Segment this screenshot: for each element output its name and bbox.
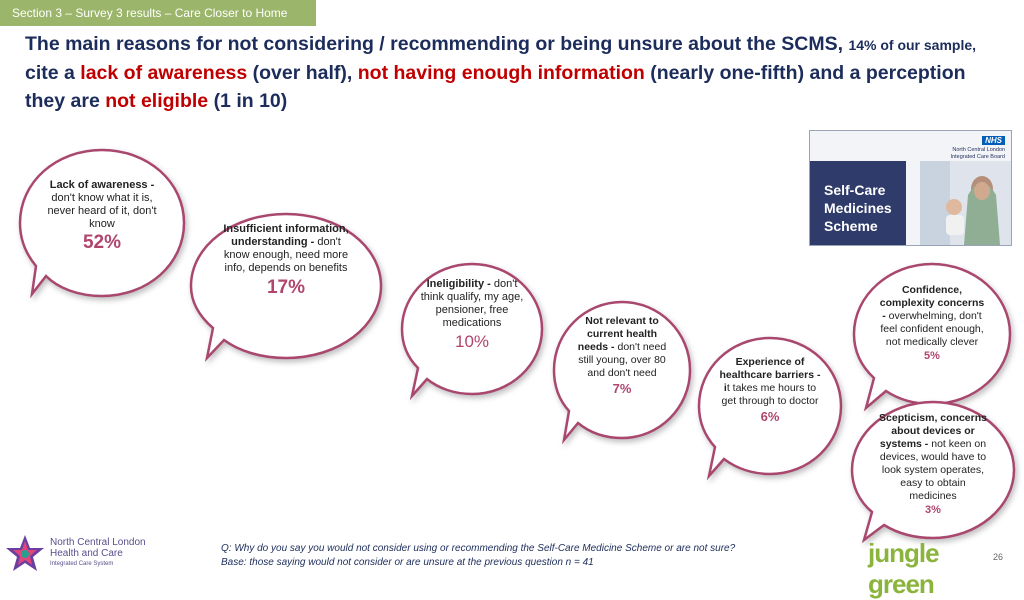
reason-title: Scepticism, concerns about devices or sy… [879, 412, 987, 450]
promo-title: Self-Care Medicines Scheme [824, 182, 892, 234]
reason-title: Not relevant to current health needs - [577, 315, 659, 353]
speech-bubble-shape [850, 400, 1016, 544]
survey-question-footnote: Q: Why do you say you would not consider… [221, 542, 735, 570]
nhs-logo: NHS [982, 136, 1005, 145]
reason-bubble-confidence: Confidence, complexity concerns - overwh… [852, 262, 1012, 412]
reason-percent: 52% [82, 232, 122, 253]
ncl-health-care-logo: North Central London Health and Care Int… [4, 533, 164, 573]
reason-percent: 10% [454, 332, 490, 351]
scheme-promo-image: NHS North Central London Integrated Care… [809, 130, 1012, 246]
speech-bubble-shape [400, 262, 544, 401]
promo-org-name: North Central London Integrated Care Boa… [950, 147, 1005, 160]
reason-bubble-healthcare-barriers: Experience of healthcare barriers - it t… [697, 336, 843, 481]
page-title: The main reasons for not considering / r… [25, 30, 1000, 115]
reason-percent: 17% [266, 277, 306, 298]
speech-bubble-shape [18, 148, 186, 299]
speech-bubble-shape [852, 262, 1012, 412]
ncl-logo-subtext: Integrated Care System [50, 561, 114, 567]
reason-detail: don't need still young, over 80 and don'… [578, 341, 667, 379]
reason-bubble-ineligibility: Ineligibility - don't think qualify, my … [400, 262, 544, 401]
jungle-green-logo-text: jungle green [868, 538, 940, 599]
headline-part: cite a [25, 62, 75, 84]
ncl-logo-text: North Central London Health and Care [50, 537, 146, 559]
reason-bubble-information: Insufficient information, understanding … [189, 212, 383, 363]
headline-part: (1 in 10) [213, 90, 288, 112]
headline-part: The main reasons for not considering / r… [25, 33, 844, 55]
reason-percent: 5% [924, 350, 940, 362]
reason-percent: 6% [760, 409, 780, 424]
ncl-star-icon [6, 535, 44, 571]
speech-bubble-shape [697, 336, 843, 481]
speech-bubble-shape [189, 212, 383, 363]
reason-bubble-scepticism: Scepticism, concerns about devices or sy… [850, 400, 1016, 544]
promo-banner [810, 161, 906, 245]
reason-detail: don't think qualify, my age, pensioner, … [420, 278, 524, 329]
headline-part: (nearly one-fifth) and a perception they… [25, 62, 966, 112]
headline-highlight: lack of awareness [80, 62, 248, 84]
reason-bubble-not-relevant: Not relevant to current health needs - d… [552, 300, 692, 445]
reason-title: Experience of healthcare barriers - i [719, 356, 821, 394]
reason-title: Ineligibility - [426, 278, 491, 290]
reason-percent: 7% [612, 381, 632, 396]
jungle-green-logo: jungle green [860, 532, 980, 599]
reason-title: Confidence, complexity concerns - [879, 284, 985, 322]
reason-bubble-awareness: Lack of awareness - don't know what it i… [18, 148, 186, 299]
section-tab: Section 3 – Survey 3 results – Care Clos… [0, 0, 316, 26]
reason-detail: t takes me hours to get through to docto… [721, 382, 819, 407]
headline-highlight: not eligible [105, 90, 209, 112]
reason-percent: 3% [925, 504, 941, 516]
reason-title: Lack of awareness - [49, 179, 155, 191]
headline-part: (over half), [252, 62, 353, 84]
question-text: Q: Why do you say you would not consider… [221, 543, 736, 554]
reason-detail: overwhelming, don't feel confident enoug… [880, 310, 984, 348]
reason-detail: not keen on devices, would have to look … [879, 438, 987, 502]
mother-child-photo [920, 161, 1011, 245]
speech-bubble-shape [552, 300, 692, 445]
reason-title: Insufficient information, understanding … [223, 223, 349, 248]
headline-highlight: not having enough information [357, 62, 645, 84]
base-text: Base: those saying would not consider or… [221, 557, 594, 568]
reason-detail: don't know what it is, never heard of it… [47, 192, 157, 230]
page-number: 26 [993, 552, 1004, 562]
reason-detail: don't know enough, need more info, depen… [223, 236, 349, 274]
headline-sample: 14% of our sample, [848, 37, 977, 53]
